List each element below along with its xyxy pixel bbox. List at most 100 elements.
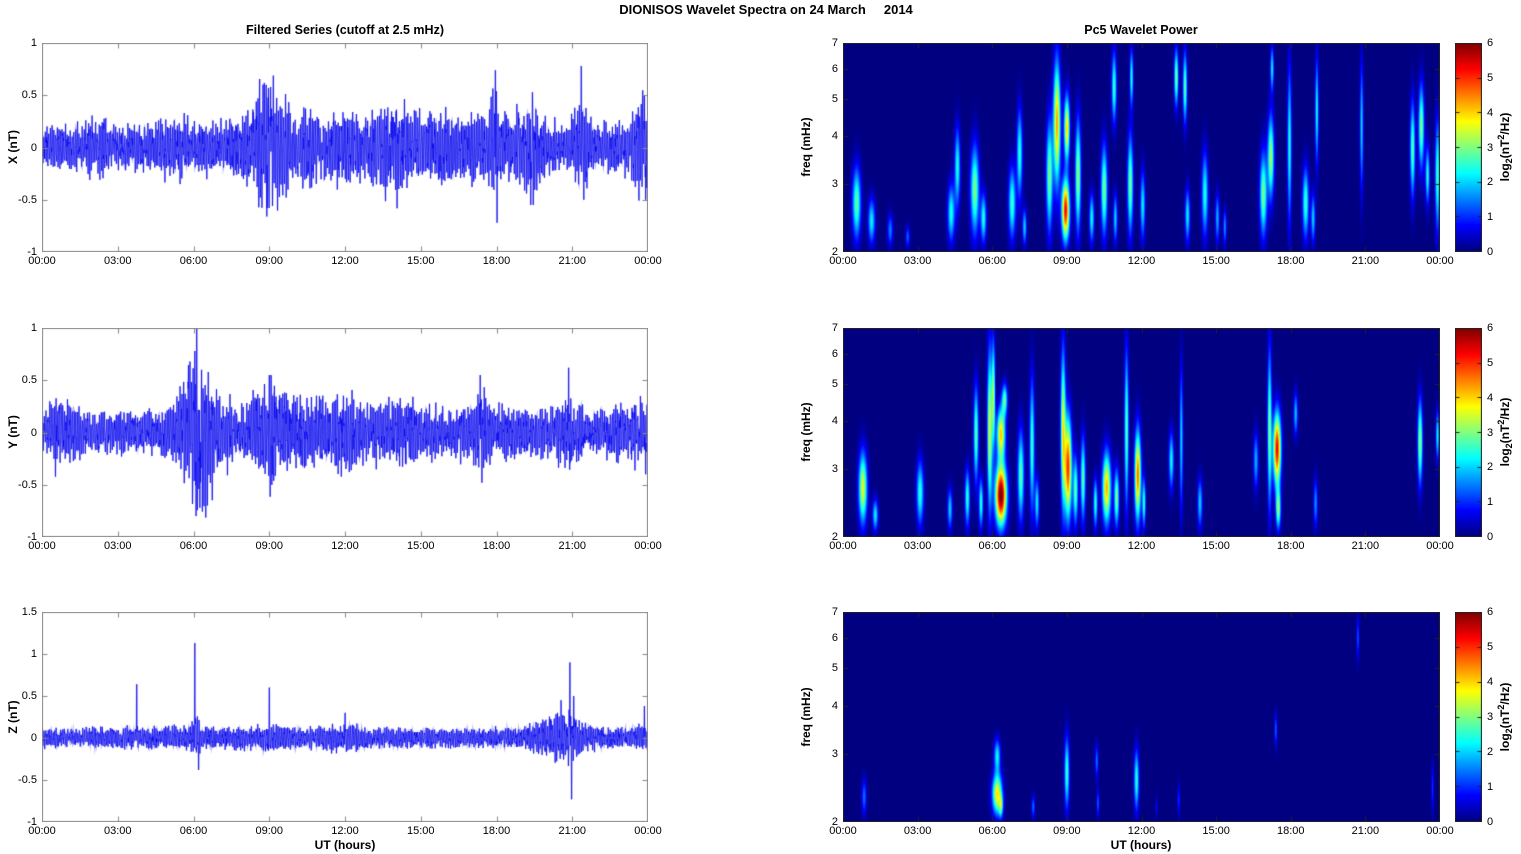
- freq-tick-label: 7: [831, 37, 838, 49]
- wavelet-power-z-canvas: [843, 612, 1440, 822]
- y-tick-label: -1: [27, 246, 37, 258]
- x-tick-label: 00:00: [634, 255, 662, 267]
- freq-tick-label: 6: [831, 347, 838, 360]
- x-tick-label: 06:00: [978, 540, 1007, 552]
- x-tick-label: 03:00: [103, 255, 132, 267]
- y-tick-label: 0.5: [21, 374, 37, 387]
- freq-tick-label: 4: [831, 415, 838, 428]
- colorbar-tick-label: 5: [1487, 356, 1494, 369]
- y-tick-label: 1: [30, 322, 37, 334]
- x-tick-label: 00:00: [28, 825, 56, 837]
- y-tick-label: 1: [30, 37, 37, 49]
- colorbar-tick-label: 2: [1487, 461, 1494, 474]
- x-tick-label: 18:00: [1276, 825, 1305, 837]
- freq-tick-label: 7: [831, 606, 838, 618]
- wavelet-power-x-canvas: [843, 43, 1440, 252]
- timeseries-x-canvas: [42, 43, 648, 252]
- x-tick-label: 21:00: [1351, 825, 1380, 837]
- freq-tick-label: 3: [831, 463, 838, 476]
- x-tick-label: 21:00: [558, 825, 587, 837]
- x-tick-label: 09:00: [255, 825, 284, 837]
- freq-tick-label: 3: [831, 178, 838, 191]
- x-tick-label: 00:00: [28, 255, 56, 267]
- colorbar-tick-label: 6: [1487, 322, 1494, 334]
- y-tick-label: 0: [30, 141, 37, 154]
- figure-title: DIONISOS Wavelet Spectra on 24 March 201…: [619, 2, 913, 17]
- x-tick-label: 00:00: [634, 540, 662, 552]
- x-tick-label: 15:00: [406, 825, 435, 837]
- colorbar-tick-label: 4: [1487, 676, 1494, 688]
- x-tick-label: 00:00: [829, 255, 857, 267]
- x-tick-label: 03:00: [903, 540, 932, 552]
- colorbar-tick-label: 3: [1487, 426, 1494, 439]
- x-tick-label: 06:00: [978, 825, 1007, 837]
- y-tick-label: -1: [27, 531, 37, 543]
- x-tick-label: 00:00: [1426, 825, 1454, 837]
- x-tick-label: 12:00: [1127, 255, 1156, 267]
- freq-tick-label: 2: [831, 246, 838, 258]
- x-tick-label: 06:00: [179, 540, 208, 552]
- x-tick-label: 12:00: [331, 255, 359, 267]
- freq-tick-label: 7: [831, 322, 838, 334]
- y-tick-label: 0.5: [21, 690, 37, 702]
- x-tick-label: 06:00: [978, 255, 1007, 267]
- x-tick-label: 12:00: [331, 540, 359, 552]
- colorbar-tick-label: 5: [1487, 641, 1494, 653]
- colorbar-tick-label: 0: [1487, 816, 1494, 828]
- y-tick-label: 0.5: [21, 89, 37, 102]
- freq-tick-label: 5: [831, 93, 838, 106]
- wavelet-power-y-canvas: [843, 328, 1440, 537]
- y-tick-label: 1.5: [21, 606, 37, 618]
- y-axis-label-z: Z (nT): [6, 700, 20, 734]
- colorbar-tick-label: 2: [1487, 176, 1494, 189]
- x-tick-label: 12:00: [1127, 540, 1156, 552]
- x-tick-label: 21:00: [1351, 540, 1380, 552]
- freq-tick-label: 3: [831, 748, 838, 761]
- colorbar-tick-label: 5: [1487, 71, 1494, 84]
- right-column-title: Pc5 Wavelet Power: [1084, 23, 1198, 37]
- colorbar-tick-label: 1: [1487, 211, 1494, 224]
- y-tick-label: 0: [30, 732, 37, 744]
- x-tick-label: 09:00: [255, 255, 284, 267]
- x-tick-label: 12:00: [1127, 825, 1156, 837]
- x-axis-label-right: UT (hours): [1110, 838, 1172, 852]
- left-column-title: Filtered Series (cutoff at 2.5 mHz): [246, 23, 444, 37]
- x-tick-label: 00:00: [1426, 540, 1454, 552]
- colorbar-tick-label: 3: [1487, 711, 1494, 723]
- x-tick-label: 06:00: [179, 825, 208, 837]
- freq-tick-label: 2: [831, 531, 838, 543]
- freq-tick-label: 5: [831, 378, 838, 391]
- x-tick-label: 15:00: [406, 540, 435, 552]
- x-tick-label: 18:00: [1276, 540, 1305, 552]
- x-tick-label: 18:00: [482, 255, 511, 267]
- y-tick-label: -0.5: [18, 193, 37, 206]
- colorbar-tick-label: 6: [1487, 606, 1494, 618]
- freq-tick-label: 5: [831, 662, 838, 675]
- y-tick-label: 1: [30, 648, 37, 660]
- x-tick-label: 18:00: [482, 825, 511, 837]
- colorbar-tick-label: 3: [1487, 141, 1494, 154]
- x-tick-label: 09:00: [1053, 825, 1081, 837]
- x-tick-label: 21:00: [558, 255, 587, 267]
- x-tick-label: 09:00: [1053, 540, 1081, 552]
- colorbar-tick-label: 4: [1487, 391, 1494, 404]
- freq-tick-label: 6: [831, 62, 838, 75]
- freq-axis-label-middle: freq (mHz): [799, 402, 813, 462]
- x-tick-label: 15:00: [1202, 825, 1230, 837]
- colorbar-tick-label: 6: [1487, 37, 1494, 49]
- y-tick-label: -0.5: [18, 774, 37, 786]
- x-axis-label-left: UT (hours): [314, 838, 376, 852]
- freq-tick-label: 6: [831, 631, 838, 644]
- x-tick-label: 21:00: [1351, 255, 1380, 267]
- x-tick-label: 03:00: [903, 825, 932, 837]
- y-tick-label: -0.5: [18, 478, 37, 491]
- x-tick-label: 03:00: [903, 255, 932, 267]
- freq-tick-label: 4: [831, 699, 838, 712]
- x-tick-label: 00:00: [829, 825, 857, 837]
- freq-axis-label-top: freq (mHz): [799, 117, 813, 177]
- x-tick-label: 03:00: [103, 825, 132, 837]
- colorbar-tick-label: 1: [1487, 781, 1494, 793]
- colorbar-tick-label: 0: [1487, 531, 1494, 543]
- x-tick-label: 15:00: [1202, 540, 1230, 552]
